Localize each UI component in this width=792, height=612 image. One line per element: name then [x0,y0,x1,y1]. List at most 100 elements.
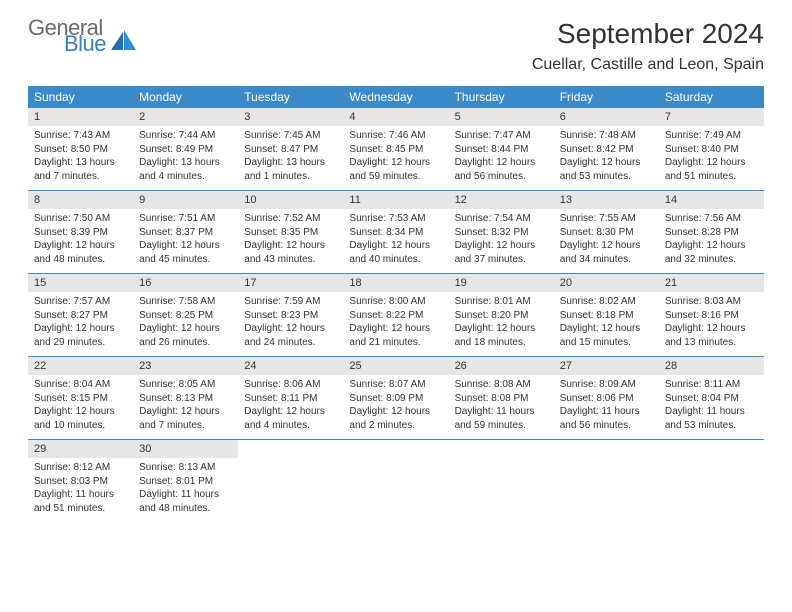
day-number: 25 [343,357,448,375]
day-number: 13 [554,191,659,209]
week-row: 29 Sunrise: 8:12 AMSunset: 8:03 PMDayligh… [28,440,764,522]
sunset-line: Sunset: 8:34 PM [349,226,442,240]
day-cell: 17Sunrise: 7:59 AMSunset: 8:23 PMDayligh… [238,274,343,356]
day-number: 16 [133,274,238,292]
day-body: Sunrise: 8:11 AMSunset: 8:04 PMDaylight:… [659,375,764,438]
day-cell: 2Sunrise: 7:44 AMSunset: 8:49 PMDaylight… [133,108,238,190]
day-number: 18 [343,274,448,292]
month-title: September 2024 [532,18,764,50]
day-cell: 26Sunrise: 8:08 AMSunset: 8:08 PMDayligh… [449,357,554,439]
sunset-line: Sunset: 8:49 PM [139,143,232,157]
logo-sail-icon [111,30,137,52]
day-cell: 29 Sunrise: 8:12 AMSunset: 8:03 PMDayligh… [28,440,133,522]
day-cell: 7Sunrise: 7:49 AMSunset: 8:40 PMDaylight… [659,108,764,190]
sunset-line: Sunset: 8:20 PM [455,309,548,323]
day-cell: 30Sunrise: 8:13 AMSunset: 8:01 PMDayligh… [133,440,238,522]
daylight-line: Daylight: 13 hours and 4 minutes. [139,156,232,183]
daylight-line: Daylight: 12 hours and 26 minutes. [139,322,232,349]
sunset-line: Sunset: 8:13 PM [139,392,232,406]
sunrise-line: Sunrise: 7:59 AM [244,295,337,309]
daylight-line: Daylight: 12 hours and 45 minutes. [139,239,232,266]
day-body: Sunrise: 7:51 AMSunset: 8:37 PMDaylight:… [133,209,238,272]
day-body: Sunrise: 8:00 AMSunset: 8:22 PMDaylight:… [343,292,448,355]
logo: General Blue [28,18,137,54]
day-body: Sunrise: 7:53 AMSunset: 8:34 PMDaylight:… [343,209,448,272]
sunrise-line: Sunrise: 7:56 AM [665,212,758,226]
day-cell: 3Sunrise: 7:45 AMSunset: 8:47 PMDaylight… [238,108,343,190]
day-number: 24 [238,357,343,375]
day-number: 29 [28,440,133,458]
sunrise-line: Sunrise: 8:13 AM [139,461,232,475]
sunrise-line: Sunrise: 8:12 AM [34,461,127,475]
daylight-line: Daylight: 11 hours and 56 minutes. [560,405,653,432]
day-body: Sunrise: 8:07 AMSunset: 8:09 PMDaylight:… [343,375,448,438]
daylight-line: Daylight: 12 hours and 43 minutes. [244,239,337,266]
sunset-line: Sunset: 8:16 PM [665,309,758,323]
sunrise-line: Sunrise: 7:52 AM [244,212,337,226]
sunrise-line: Sunrise: 7:57 AM [34,295,127,309]
day-cell: 5Sunrise: 7:47 AMSunset: 8:44 PMDaylight… [449,108,554,190]
sunrise-line: Sunrise: 8:01 AM [455,295,548,309]
sunrise-line: Sunrise: 7:53 AM [349,212,442,226]
daylight-line: Daylight: 13 hours and 1 minutes. [244,156,337,183]
sunrise-line: Sunrise: 8:08 AM [455,378,548,392]
sunrise-line: Sunrise: 8:07 AM [349,378,442,392]
daylight-line: Daylight: 12 hours and 2 minutes. [349,405,442,432]
day-cell [238,440,343,522]
sunset-line: Sunset: 8:06 PM [560,392,653,406]
day-body: Sunrise: 8:05 AMSunset: 8:13 PMDaylight:… [133,375,238,438]
sunrise-line: Sunrise: 7:47 AM [455,129,548,143]
daylight-line: Daylight: 12 hours and 59 minutes. [349,156,442,183]
week-row: 15Sunrise: 7:57 AMSunset: 8:27 PMDayligh… [28,274,764,357]
sunrise-line: Sunrise: 8:04 AM [34,378,127,392]
day-header: Thursday [449,86,554,108]
day-cell: 14Sunrise: 7:56 AMSunset: 8:28 PMDayligh… [659,191,764,273]
sunset-line: Sunset: 8:45 PM [349,143,442,157]
day-body: Sunrise: 8:09 AMSunset: 8:06 PMDaylight:… [554,375,659,438]
sunset-line: Sunset: 8:39 PM [34,226,127,240]
sunset-line: Sunset: 8:22 PM [349,309,442,323]
day-body: Sunrise: 7:56 AMSunset: 8:28 PMDaylight:… [659,209,764,272]
daylight-line: Daylight: 12 hours and 29 minutes. [34,322,127,349]
day-number: 10 [238,191,343,209]
sunset-line: Sunset: 8:11 PM [244,392,337,406]
sunrise-line: Sunrise: 7:55 AM [560,212,653,226]
daylight-line: Daylight: 12 hours and 7 minutes. [139,405,232,432]
sunrise-line: Sunrise: 8:00 AM [349,295,442,309]
sunset-line: Sunset: 8:40 PM [665,143,758,157]
sunset-line: Sunset: 8:01 PM [139,475,232,489]
day-cell: 16Sunrise: 7:58 AMSunset: 8:25 PMDayligh… [133,274,238,356]
day-number: 2 [133,108,238,126]
day-body: Sunrise: 7:47 AMSunset: 8:44 PMDaylight:… [449,126,554,189]
day-number: 26 [449,357,554,375]
daylight-line: Daylight: 12 hours and 24 minutes. [244,322,337,349]
daylight-line: Daylight: 12 hours and 13 minutes. [665,322,758,349]
sunrise-line: Sunrise: 7:51 AM [139,212,232,226]
daylight-line: Daylight: 12 hours and 32 minutes. [665,239,758,266]
daylight-line: Daylight: 12 hours and 56 minutes. [455,156,548,183]
day-body: Sunrise: 7:55 AMSunset: 8:30 PMDaylight:… [554,209,659,272]
daylight-line: Daylight: 12 hours and 37 minutes. [455,239,548,266]
day-header: Friday [554,86,659,108]
daylight-line: Daylight: 12 hours and 53 minutes. [560,156,653,183]
day-number: 30 [133,440,238,458]
day-cell: 18Sunrise: 8:00 AMSunset: 8:22 PMDayligh… [343,274,448,356]
sunrise-line: Sunrise: 7:46 AM [349,129,442,143]
daylight-line: Daylight: 11 hours and 51 minutes. [34,488,127,515]
daylight-line: Daylight: 11 hours and 59 minutes. [455,405,548,432]
day-header: Monday [133,86,238,108]
sunset-line: Sunset: 8:23 PM [244,309,337,323]
day-number: 28 [659,357,764,375]
day-cell: 27Sunrise: 8:09 AMSunset: 8:06 PMDayligh… [554,357,659,439]
day-body: Sunrise: 7:52 AMSunset: 8:35 PMDaylight:… [238,209,343,272]
sunrise-line: Sunrise: 8:02 AM [560,295,653,309]
day-number: 23 [133,357,238,375]
sunset-line: Sunset: 8:27 PM [34,309,127,323]
sunrise-line: Sunrise: 7:50 AM [34,212,127,226]
day-cell: 8Sunrise: 7:50 AMSunset: 8:39 PMDaylight… [28,191,133,273]
day-header: Wednesday [343,86,448,108]
sunset-line: Sunset: 8:03 PM [34,475,127,489]
day-body: Sunrise: 7:48 AMSunset: 8:42 PMDaylight:… [554,126,659,189]
sunset-line: Sunset: 8:25 PM [139,309,232,323]
day-cell: 28Sunrise: 8:11 AMSunset: 8:04 PMDayligh… [659,357,764,439]
